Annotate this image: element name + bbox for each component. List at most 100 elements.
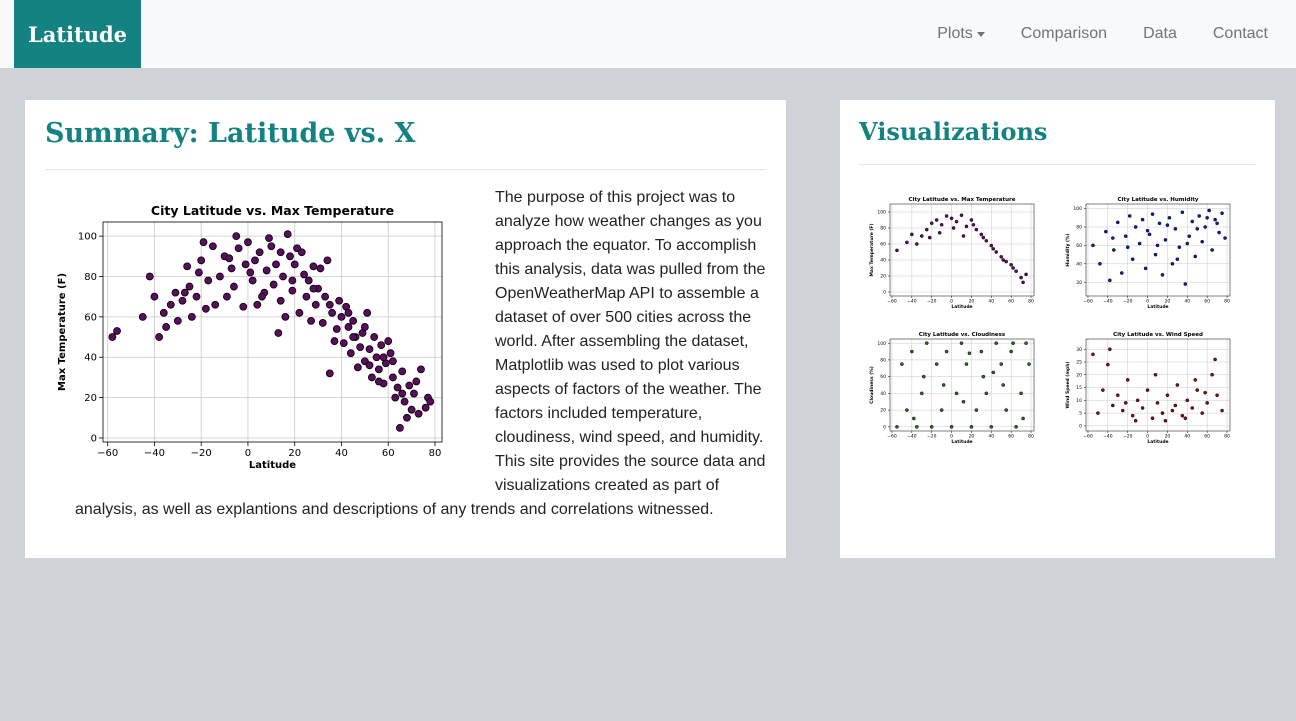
data-point [1001, 383, 1006, 387]
data-point [1147, 232, 1152, 237]
data-point [1170, 408, 1175, 413]
data-point [967, 351, 972, 356]
data-point [1011, 266, 1015, 270]
y-tick-label: 100 [877, 210, 886, 216]
y-tick-label: 20 [1076, 280, 1082, 286]
data-point [1165, 223, 1170, 227]
data-point [283, 230, 292, 239]
data-point [919, 391, 924, 396]
y-tick-label: 5 [1079, 411, 1082, 417]
data-point [1145, 388, 1150, 392]
data-point [1091, 352, 1095, 357]
data-point [1217, 230, 1221, 235]
x-tick-label: 80 [1224, 434, 1230, 440]
x-axis-label: Latitude [1147, 304, 1168, 310]
y-tick-label: 25 [1076, 360, 1082, 366]
data-point [267, 242, 276, 251]
data-point [1112, 248, 1116, 252]
data-point [232, 232, 241, 241]
data-point [974, 408, 979, 412]
data-point [921, 374, 926, 379]
data-point [412, 377, 421, 386]
data-point [961, 399, 966, 404]
data-point [1001, 258, 1006, 262]
data-point [1160, 411, 1165, 415]
thumb-wind-speed[interactable]: −60 −40 −20 0 20 40 60 80 0 5 10 15 20 25 30 City Latit… [1062, 327, 1234, 445]
x-tick-label: 0 [1146, 299, 1149, 305]
plot-frame [1085, 338, 1231, 432]
y-tick-label: 0 [883, 290, 886, 296]
data-point [969, 218, 974, 222]
nav-contact-link[interactable]: Contact [1212, 25, 1268, 42]
plot-area [1086, 339, 1230, 431]
data-point [407, 405, 416, 414]
data-point [370, 333, 379, 341]
y-tick-label: 100 [1073, 206, 1082, 212]
data-point [1133, 418, 1138, 423]
data-point [981, 374, 986, 379]
data-point [374, 365, 383, 374]
data-point [905, 240, 909, 245]
data-point [979, 349, 984, 354]
data-point [318, 319, 327, 327]
nav-links: Plots Comparison Data Contact [901, 0, 1268, 68]
data-point [1177, 245, 1182, 250]
data-point [949, 425, 954, 429]
y-tick-label: 0 [91, 433, 97, 444]
x-tick-label: 0 [1146, 434, 1149, 440]
thumb-max-temperature[interactable]: −60 −40 −20 0 20 40 60 80 0 20 40 60 80 100 City Latit… [866, 192, 1038, 310]
data-point [396, 423, 404, 432]
data-point [276, 248, 285, 257]
data-point [1175, 257, 1180, 261]
data-point [1091, 243, 1095, 248]
data-point [939, 222, 944, 227]
data-point [1111, 236, 1115, 240]
data-point [258, 292, 266, 301]
data-point [1200, 411, 1204, 415]
data-point [1127, 214, 1132, 218]
data-point [276, 296, 285, 305]
data-point [1108, 278, 1112, 283]
y-axis-label: Wind Speed (mph) [1065, 361, 1071, 408]
data-point [999, 362, 1004, 366]
data-point [145, 272, 154, 281]
data-point [410, 389, 418, 398]
data-point [328, 308, 337, 317]
data-point [1175, 383, 1180, 387]
data-point [1155, 401, 1160, 405]
data-point [1021, 280, 1025, 285]
data-point [1205, 215, 1209, 220]
nav-data-link[interactable]: Data [1143, 25, 1177, 42]
data-point [919, 234, 924, 238]
data-point [1106, 362, 1110, 367]
data-point [337, 312, 346, 321]
data-point [316, 264, 325, 273]
thumb-cloudiness[interactable]: −60 −40 −20 0 20 40 60 80 0 20 40 60 80 100 City Latit… [866, 327, 1038, 445]
plot-frame [1085, 203, 1231, 297]
y-tick-label: 80 [84, 272, 97, 283]
nav-comparison-link[interactable]: Comparison [1020, 25, 1108, 42]
data-point [895, 248, 899, 253]
nav-plots-dropdown[interactable]: Plots [937, 25, 985, 43]
data-point [924, 227, 929, 232]
data-point [1210, 248, 1214, 252]
data-point [171, 288, 180, 297]
x-tick-label: −60 [1083, 299, 1093, 305]
data-point [1140, 217, 1145, 222]
data-point [989, 243, 994, 248]
x-tick-label: −60 [887, 434, 897, 440]
data-point [1027, 362, 1031, 366]
plot-frame [102, 221, 443, 443]
brand-link[interactable]: Latitude [14, 0, 141, 68]
data-point [246, 268, 255, 277]
x-axis-label: Latitude [1147, 439, 1168, 445]
data-point [363, 308, 372, 317]
data-point [199, 238, 208, 247]
data-point [1098, 262, 1102, 266]
data-point [1024, 272, 1028, 277]
data-point [1014, 269, 1018, 273]
summary-divider [45, 169, 766, 170]
thumb-humidity[interactable]: −60 −40 −20 0 20 40 60 80 20 40 60 80 100 City Latitu… [1062, 192, 1234, 310]
data-point [421, 403, 430, 412]
data-point [180, 288, 189, 297]
